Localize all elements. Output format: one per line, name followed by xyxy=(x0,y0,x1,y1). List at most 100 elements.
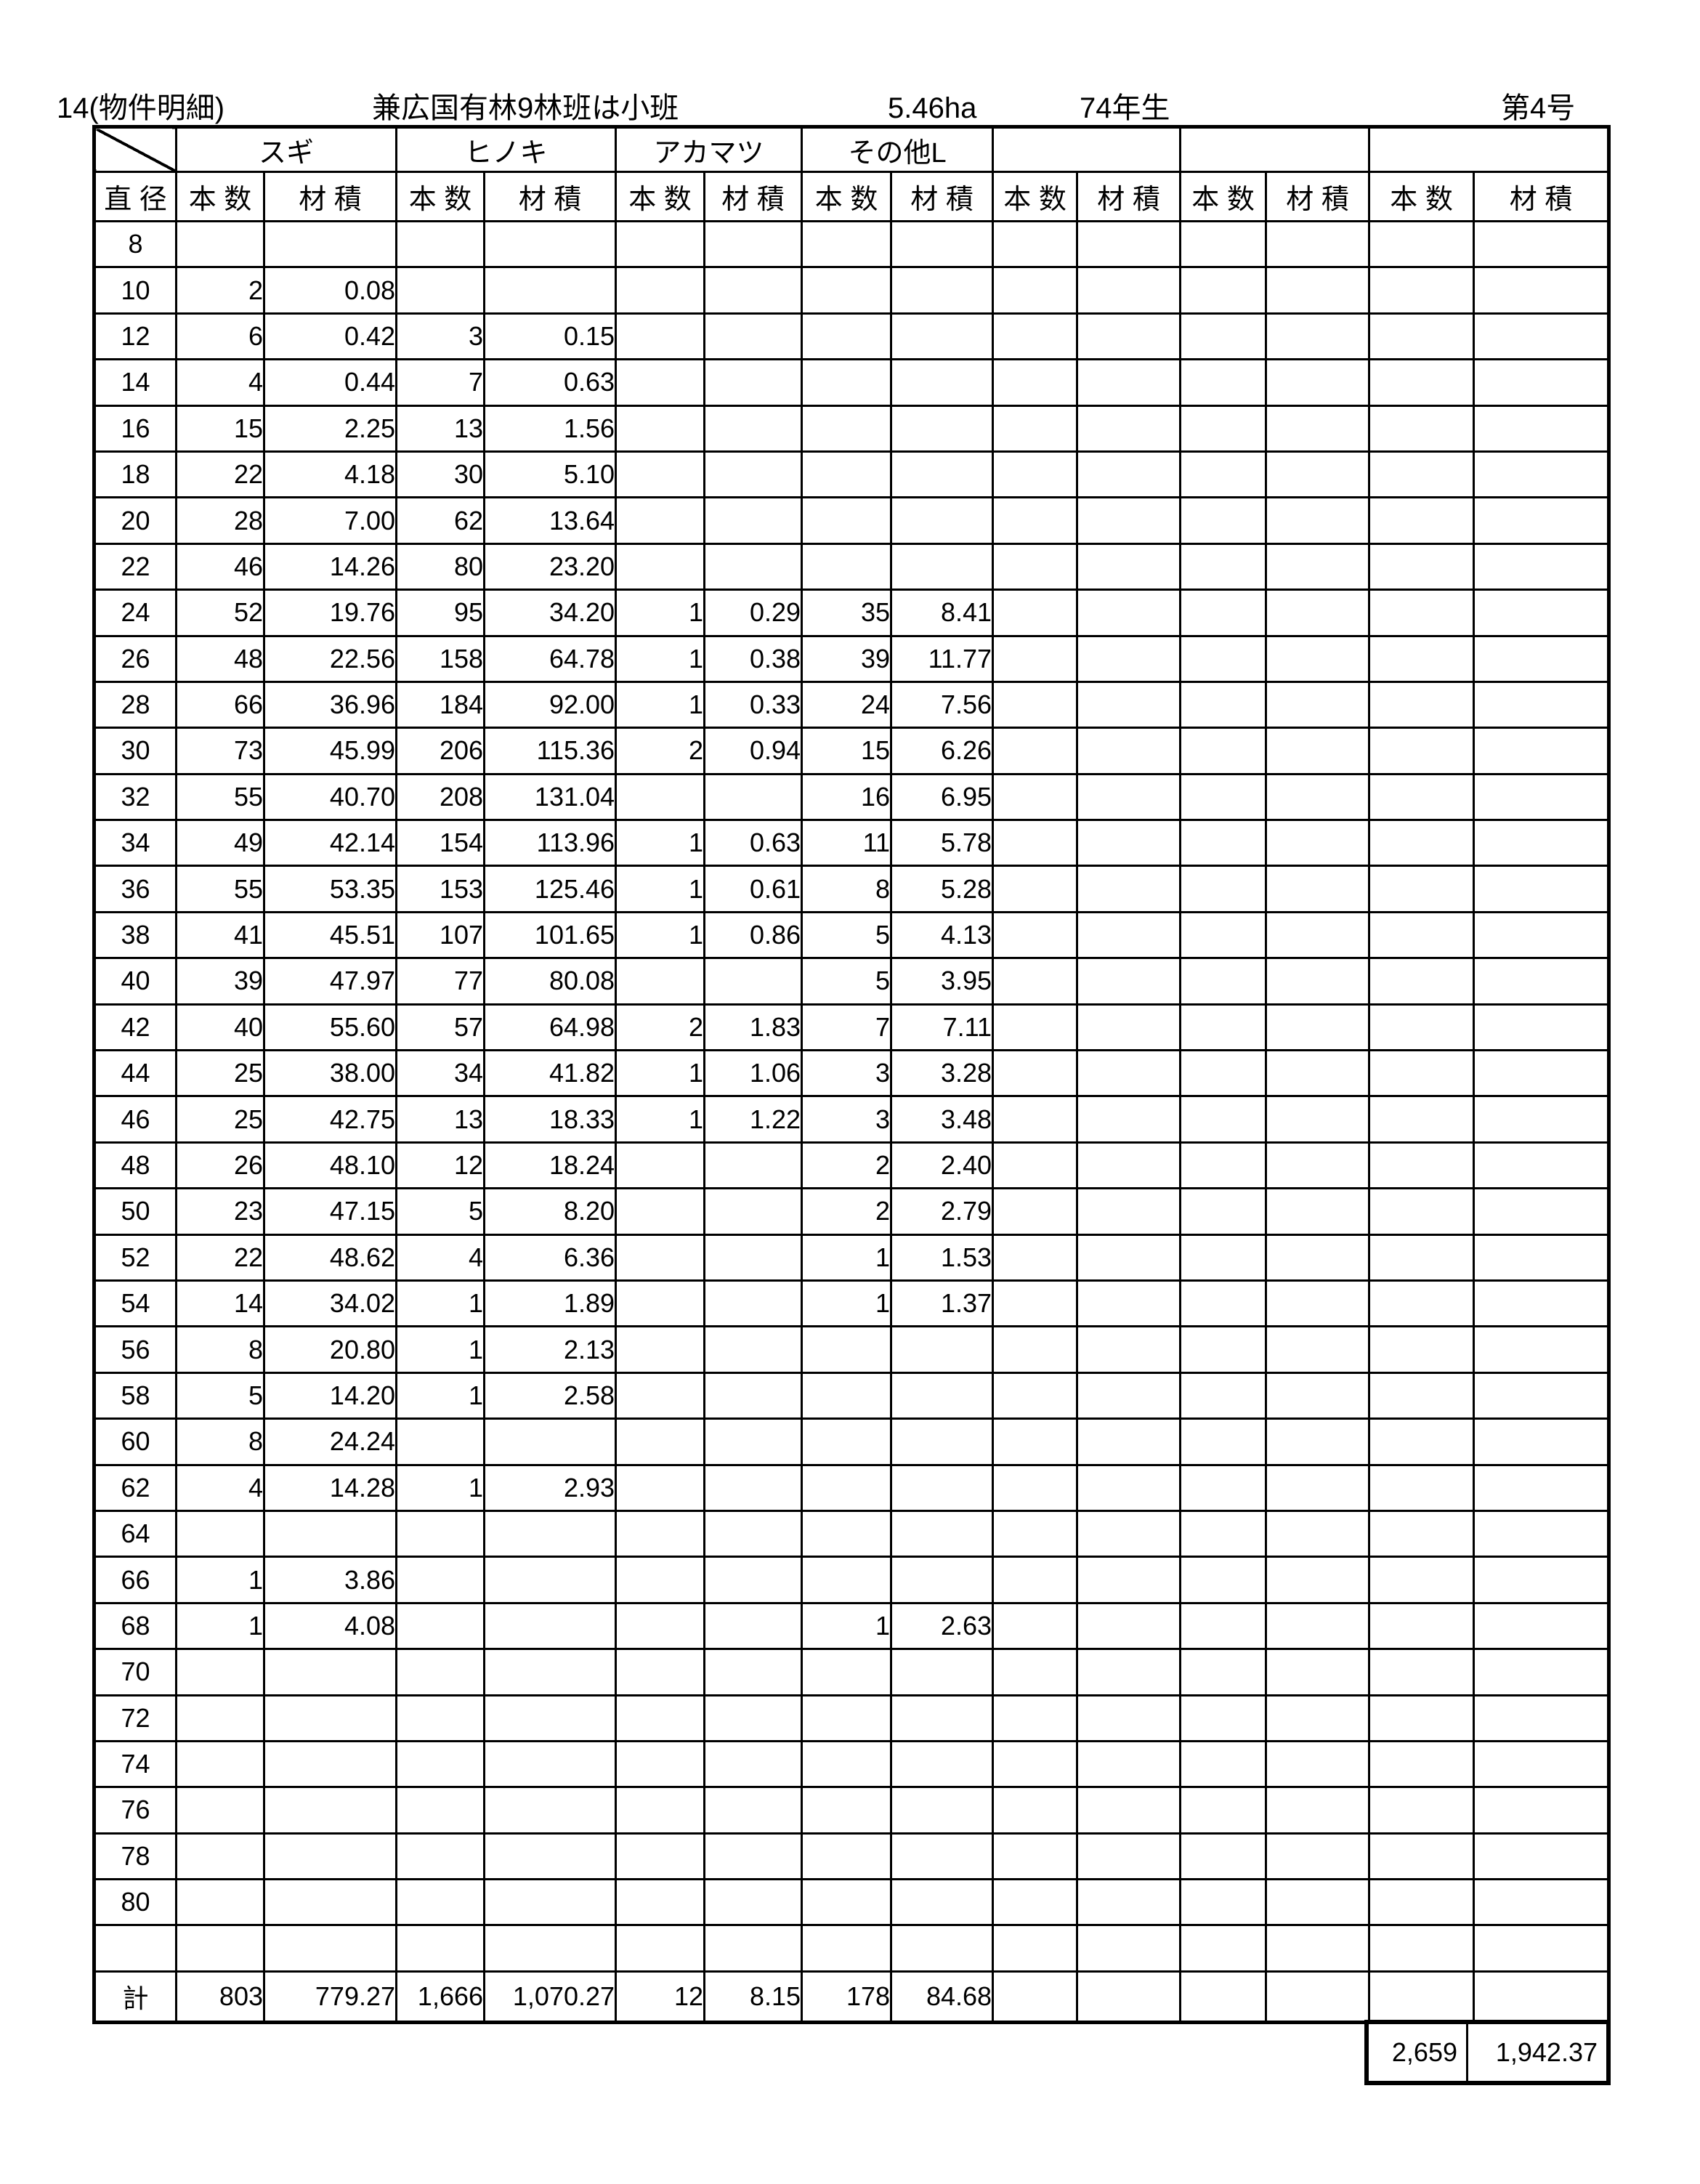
volume-cell xyxy=(1473,1141,1611,1190)
volume-cell: 1.06 xyxy=(703,1049,804,1098)
count-cell xyxy=(1179,634,1268,683)
count-cell xyxy=(992,1648,1079,1696)
volume-cell: 18.33 xyxy=(483,1095,618,1144)
count-header: 本 数 xyxy=(395,171,486,222)
volume-cell xyxy=(1076,865,1182,913)
volume-cell xyxy=(1473,1233,1611,1282)
count-cell xyxy=(801,358,893,407)
volume-cell xyxy=(703,772,804,822)
count-cell xyxy=(395,1924,486,1973)
volume-cell: 0.61 xyxy=(703,865,804,913)
count-cell: 3 xyxy=(801,1049,893,1098)
count-cell: 1 xyxy=(615,1095,706,1144)
count-cell: 1 xyxy=(615,865,706,913)
total-count-cell: 803 xyxy=(175,1970,265,2023)
diameter-cell: 72 xyxy=(93,1694,177,1742)
count-cell xyxy=(801,542,893,591)
count-cell xyxy=(615,1141,706,1190)
count-cell xyxy=(992,219,1079,269)
volume-cell xyxy=(1265,865,1371,913)
volume-cell xyxy=(483,1509,618,1558)
count-cell xyxy=(615,1509,706,1558)
count-cell xyxy=(395,1786,486,1835)
volume-cell xyxy=(1473,1601,1611,1651)
count-cell xyxy=(1179,910,1268,960)
volume-cell xyxy=(1265,819,1371,867)
count-cell xyxy=(1179,1417,1268,1466)
species-header: スギ xyxy=(174,126,398,173)
count-cell xyxy=(1179,312,1268,361)
count-cell xyxy=(1368,219,1476,269)
species-header: その他L xyxy=(801,126,995,173)
volume-cell xyxy=(1473,1049,1611,1098)
volume-cell xyxy=(483,219,618,269)
volume-cell xyxy=(1473,1187,1611,1236)
count-cell: 5 xyxy=(175,1371,265,1420)
volume-cell xyxy=(1076,1187,1182,1236)
diameter-cell: 16 xyxy=(93,404,177,453)
volume-cell: 3.95 xyxy=(890,957,995,1006)
count-cell xyxy=(992,1187,1079,1236)
count-cell xyxy=(992,957,1079,1006)
volume-cell: 5.10 xyxy=(483,450,618,499)
diameter-cell: 8 xyxy=(93,219,177,269)
volume-cell: 2.79 xyxy=(890,1187,995,1236)
count-cell: 48 xyxy=(175,634,265,683)
count-cell xyxy=(992,865,1079,913)
diameter-cell: 22 xyxy=(93,542,177,591)
count-cell xyxy=(1179,957,1268,1006)
count-cell xyxy=(615,1694,706,1742)
count-cell: 208 xyxy=(395,772,486,822)
diameter-cell: 12 xyxy=(93,312,177,361)
count-cell xyxy=(1368,634,1476,683)
volume-cell xyxy=(1265,1279,1371,1328)
count-cell xyxy=(1179,1463,1268,1512)
volume-cell xyxy=(1265,1832,1371,1881)
count-cell xyxy=(395,1832,486,1881)
volume-cell xyxy=(703,1924,804,1973)
count-cell xyxy=(992,819,1079,867)
totals-row: 計 803 779.27 1,666 1,070.27 12 8.15 178 84.68 xyxy=(93,1970,1611,2023)
volume-cell xyxy=(1076,358,1182,407)
volume-cell xyxy=(1265,404,1371,453)
diameter-cell xyxy=(93,1924,177,1973)
count-cell: 28 xyxy=(175,496,265,545)
diameter-row: 68 1 4.08 1 2.63 xyxy=(93,1601,1611,1651)
volume-cell: 5.28 xyxy=(890,865,995,913)
diameter-row: 74 xyxy=(93,1739,1611,1789)
count-cell xyxy=(1179,1694,1268,1742)
volume-cell: 47.97 xyxy=(262,957,398,1006)
volume-cell xyxy=(483,1648,618,1696)
grand-total-count: 2,659 xyxy=(1369,2024,1468,2081)
volume-cell: 6.36 xyxy=(483,1233,618,1282)
diameter-row: 52 22 48.62 4 6.36 1 1.53 xyxy=(93,1233,1611,1282)
diameter-row: 72 xyxy=(93,1694,1611,1742)
diameter-row: 18 22 4.18 30 5.10 xyxy=(93,450,1611,499)
volume-header: 材 積 xyxy=(703,171,804,222)
diameter-cell: 14 xyxy=(93,358,177,407)
volume-cell: 4.18 xyxy=(262,450,398,499)
count-cell xyxy=(992,1463,1079,1512)
volume-cell: 1.83 xyxy=(703,1003,804,1052)
count-header: 本 数 xyxy=(1368,171,1476,222)
volume-cell: 1.37 xyxy=(890,1279,995,1328)
count-cell: 62 xyxy=(395,496,486,545)
count-cell xyxy=(992,1832,1079,1881)
count-cell xyxy=(1179,865,1268,913)
count-cell: 154 xyxy=(395,819,486,867)
volume-cell xyxy=(703,1739,804,1789)
volume-cell xyxy=(262,1878,398,1927)
count-cell xyxy=(615,1233,706,1282)
count-cell xyxy=(801,496,893,545)
total-volume-cell: 779.27 xyxy=(262,1970,398,2023)
diameter-cell: 56 xyxy=(93,1325,177,1374)
volume-cell: 0.15 xyxy=(483,312,618,361)
volume-cell xyxy=(1265,1325,1371,1374)
count-cell xyxy=(1179,266,1268,315)
count-cell: 22 xyxy=(175,1233,265,1282)
volume-cell: 45.99 xyxy=(262,727,398,775)
volume-cell: 48.10 xyxy=(262,1141,398,1190)
total-count-cell: 1,666 xyxy=(395,1970,486,2023)
count-cell: 7 xyxy=(801,1003,893,1052)
count-cell: 77 xyxy=(395,957,486,1006)
